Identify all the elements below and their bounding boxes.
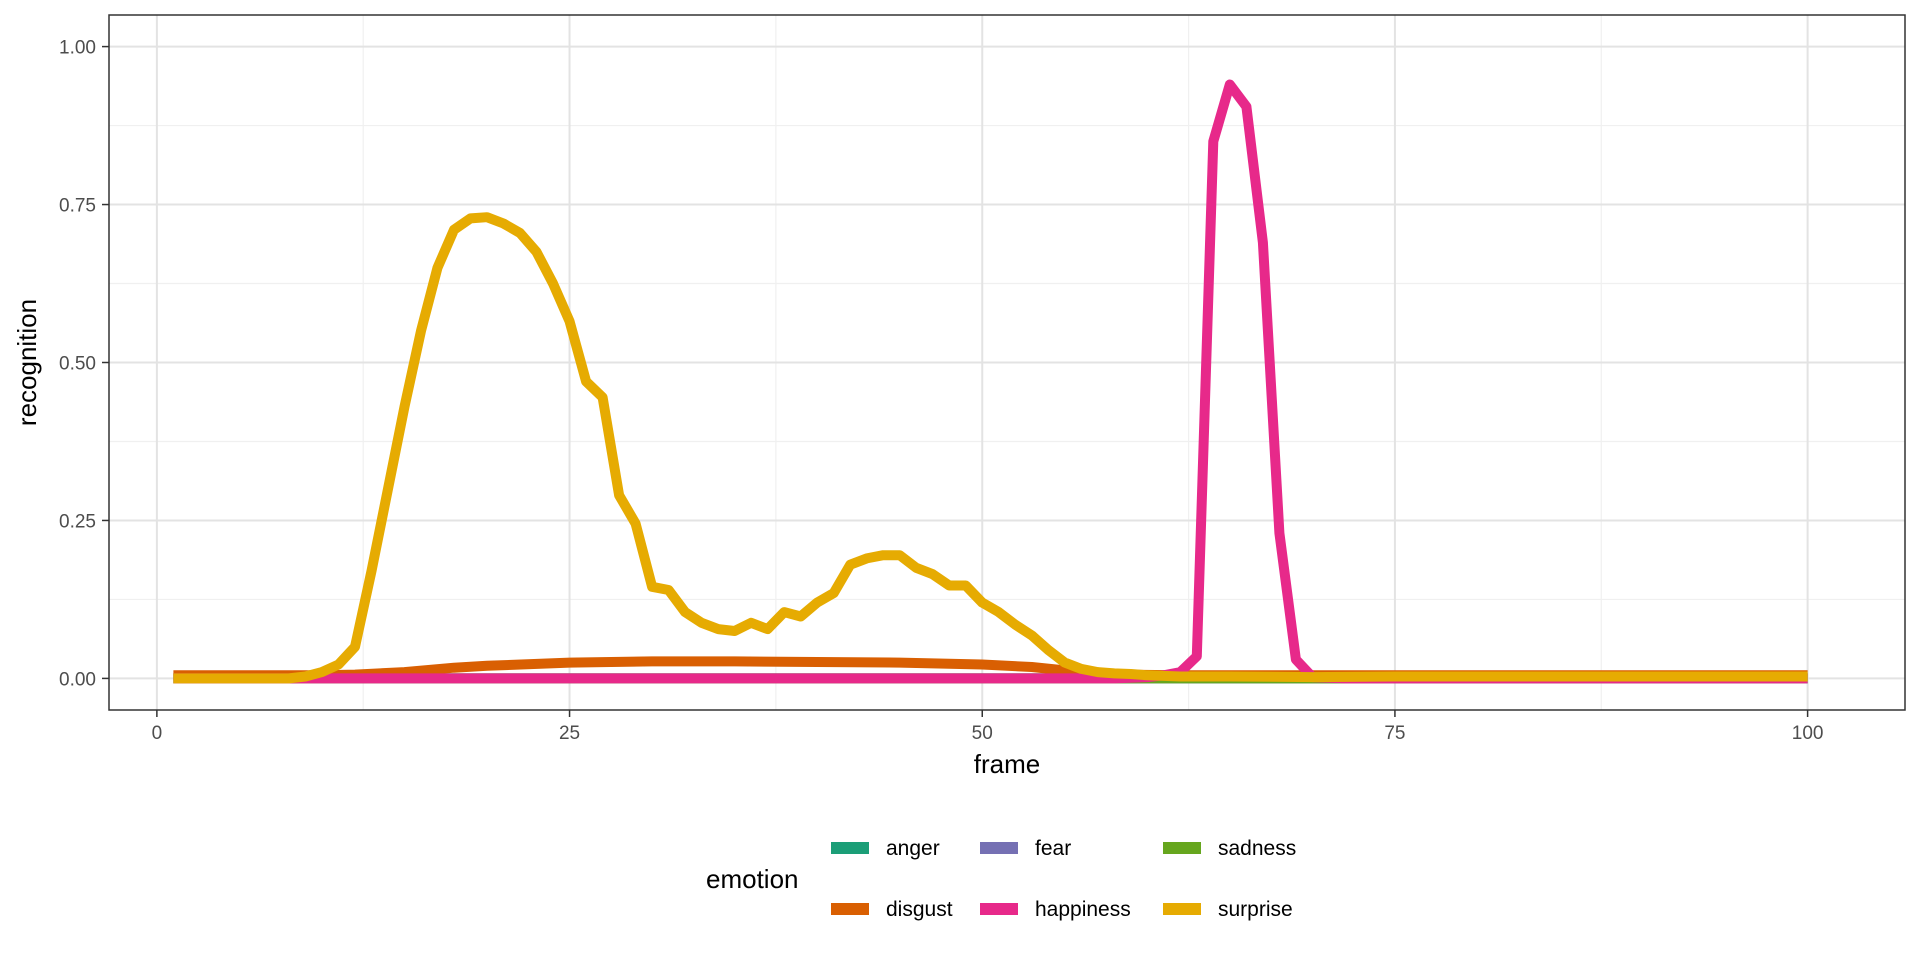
legend-label-surprise: surprise xyxy=(1218,898,1293,921)
legend-label-anger: anger xyxy=(886,837,940,860)
legend-label-sadness: sadness xyxy=(1218,837,1296,860)
legend-label-fear: fear xyxy=(1035,837,1071,860)
legend-label-happiness: happiness xyxy=(1035,898,1131,921)
minor-gridlines xyxy=(109,15,1905,710)
y-axis: 0.00 0.25 0.50 0.75 1.00 xyxy=(59,38,109,690)
series-line-surprise xyxy=(173,212,1808,684)
y-tick-label: 1.00 xyxy=(59,38,96,59)
legend-key-sadness xyxy=(1163,842,1201,854)
y-tick-label: 0.75 xyxy=(59,196,96,217)
legend-title: emotion xyxy=(706,864,799,894)
legend-key-anger xyxy=(831,842,869,854)
x-tick-label: 75 xyxy=(1384,723,1405,744)
legend-key-fear xyxy=(980,842,1018,854)
series-layer xyxy=(173,79,1808,684)
x-tick-label: 100 xyxy=(1792,723,1824,744)
y-tick-label: 0.00 xyxy=(59,669,96,690)
legend-key-happiness xyxy=(980,903,1018,915)
legend-key-surprise xyxy=(1163,903,1201,915)
x-tick-label: 25 xyxy=(559,723,580,744)
y-tick-label: 0.50 xyxy=(59,354,96,375)
legend-label-disgust: disgust xyxy=(886,898,953,921)
legend: emotion anger fear sadness disgust happiness… xyxy=(706,837,1296,921)
x-tick-label: 50 xyxy=(972,723,993,744)
x-axis-title: frame xyxy=(974,749,1040,779)
y-tick-label: 0.25 xyxy=(59,511,96,532)
y-axis-title: recognition xyxy=(12,299,42,426)
legend-key-disgust xyxy=(831,903,869,915)
x-axis: 0 25 50 75 100 xyxy=(152,710,1824,744)
x-tick-label: 0 xyxy=(152,723,163,744)
